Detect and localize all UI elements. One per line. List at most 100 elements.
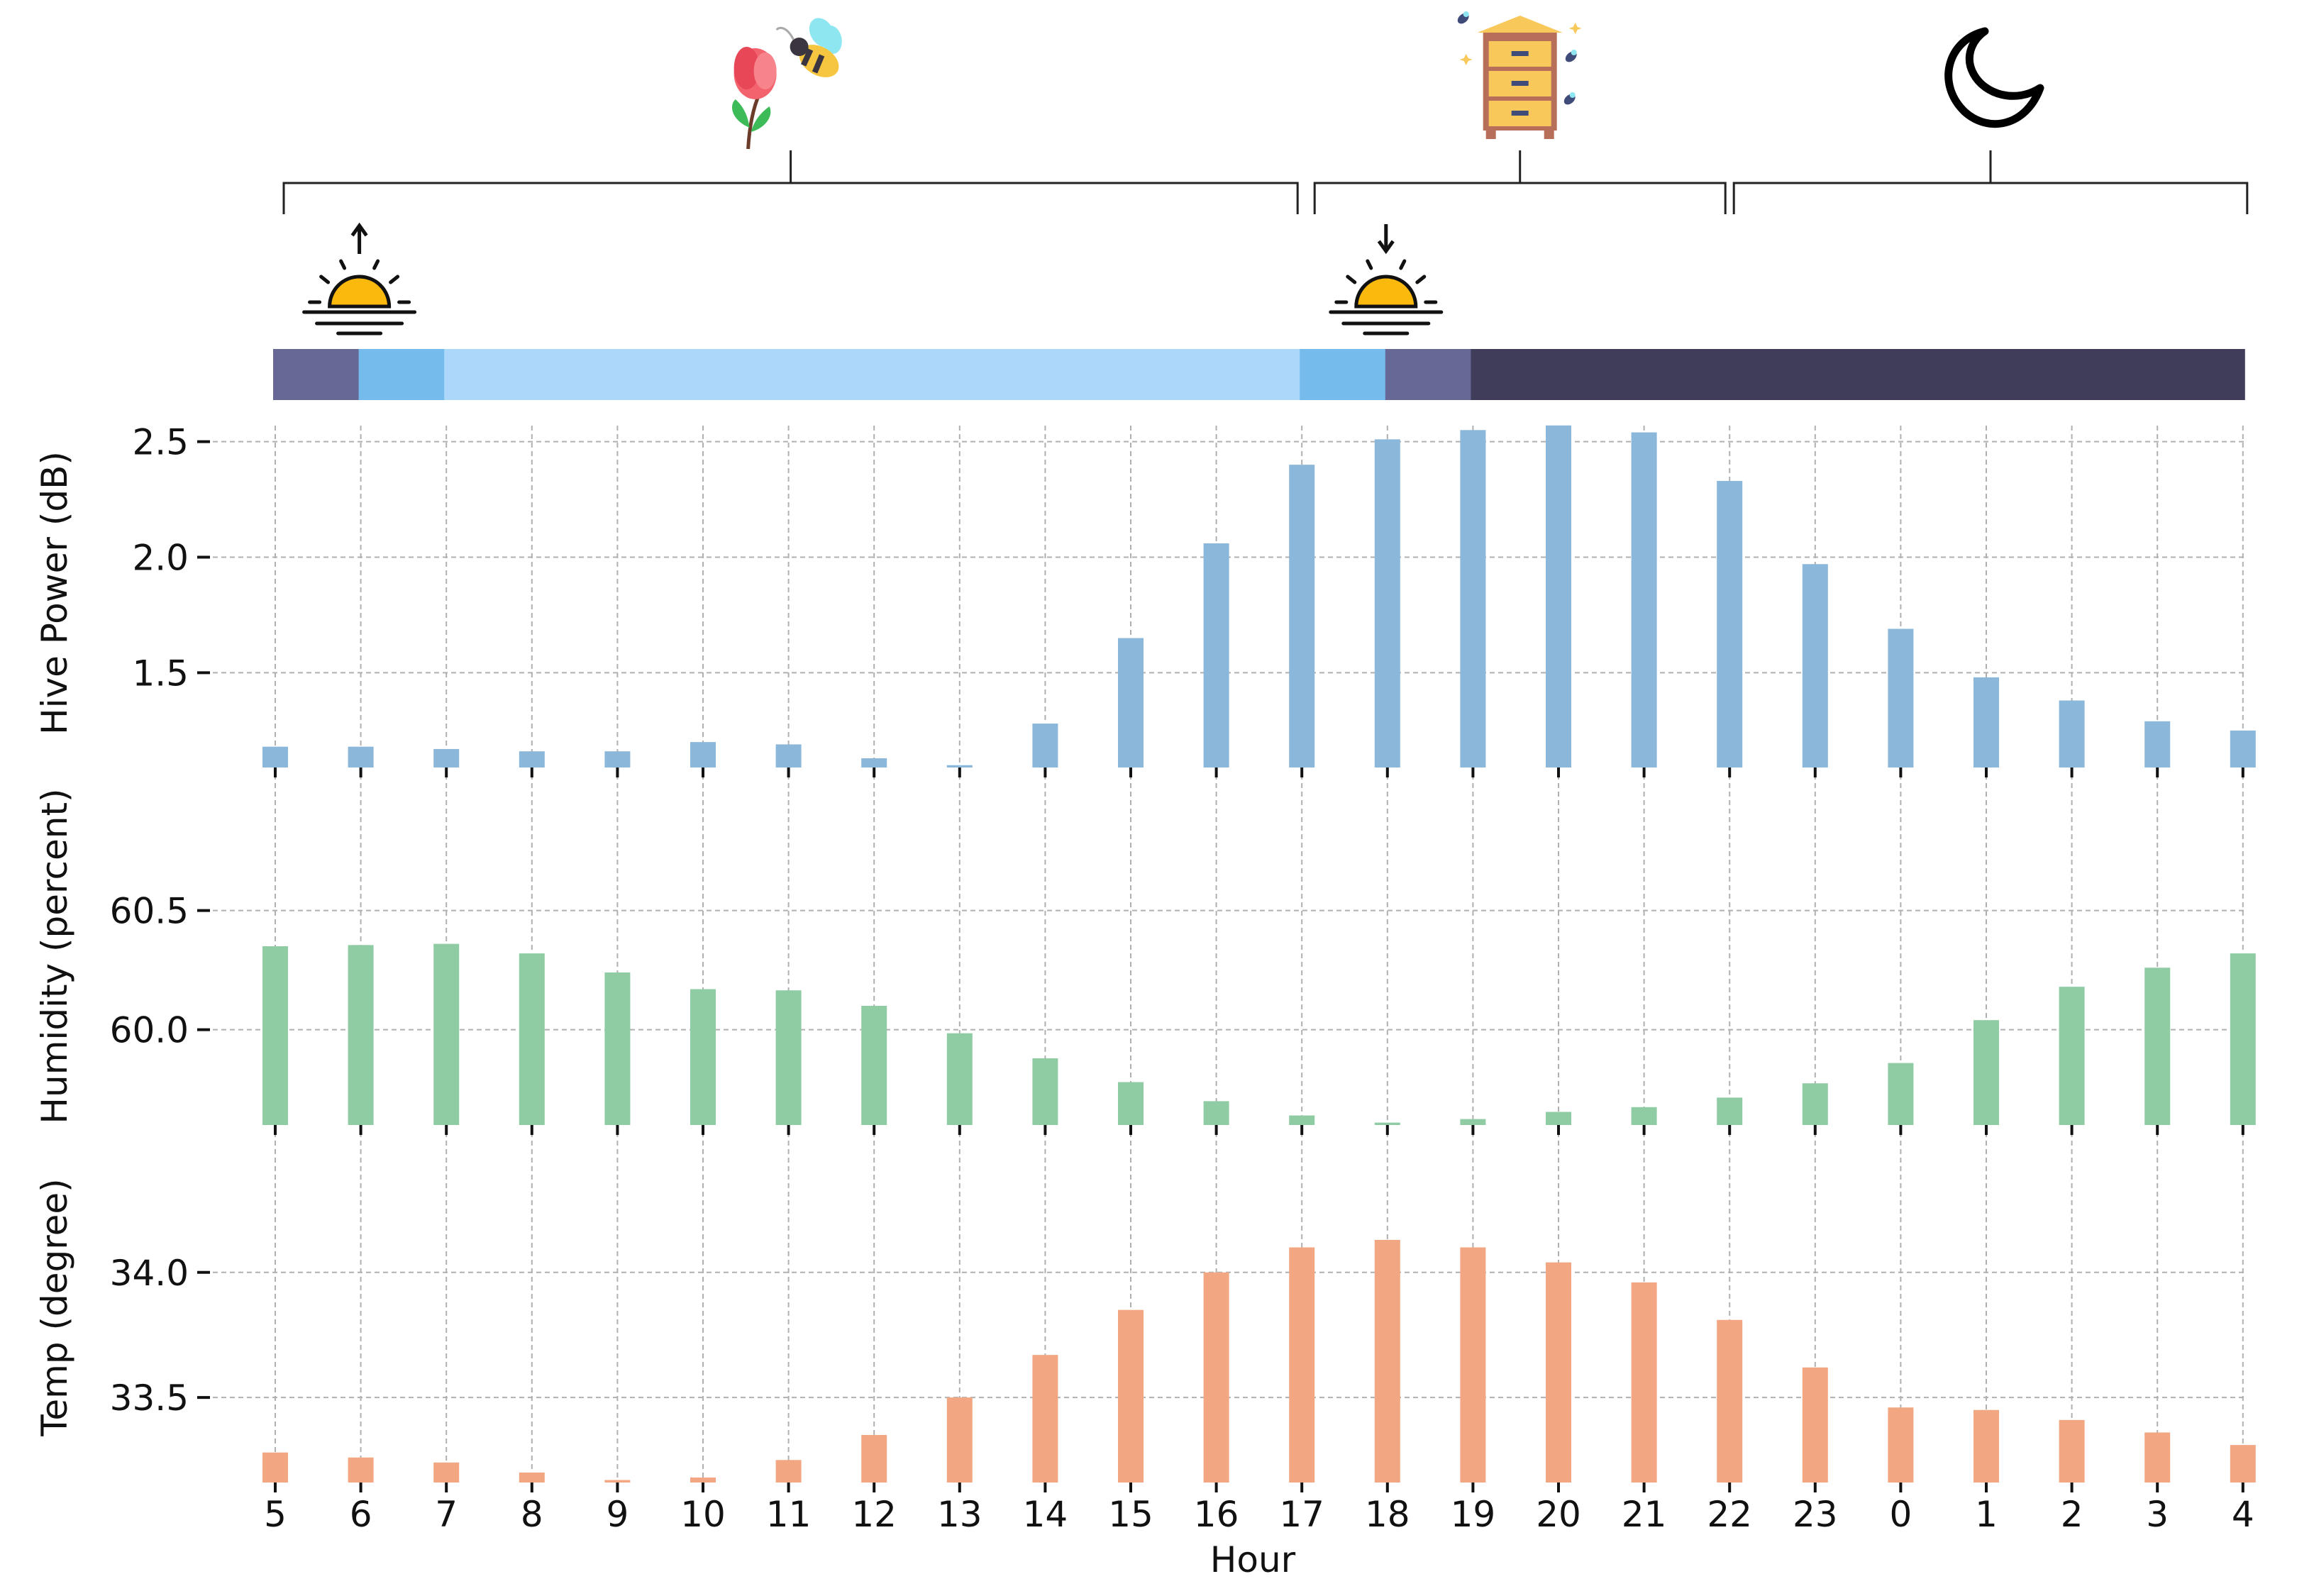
sunset-icon	[1329, 224, 1444, 336]
bar	[1546, 425, 1571, 767]
bar	[861, 758, 887, 767]
x-tick-label: 23	[1793, 1494, 1838, 1535]
x-tick-label: 5	[264, 1494, 287, 1535]
x-tick-label: 6	[350, 1494, 372, 1535]
bar	[1802, 1367, 1828, 1483]
bar	[1032, 1355, 1058, 1483]
bar	[433, 748, 460, 767]
sunrise-icon	[302, 222, 417, 336]
timeline-segment-sunrise-light	[358, 349, 449, 400]
bar	[1203, 1101, 1229, 1125]
bar	[690, 989, 716, 1125]
bar	[1717, 480, 1743, 767]
bar	[519, 751, 545, 767]
x-tick-label: 15	[1108, 1494, 1153, 1535]
bar	[946, 1033, 973, 1125]
bar	[1374, 439, 1400, 767]
x-tick-label: 4	[2232, 1494, 2254, 1535]
bar	[775, 990, 802, 1125]
activity-bracket-1	[282, 150, 1299, 214]
bar	[1203, 1272, 1229, 1483]
beehive-icon	[1457, 11, 1582, 139]
y-axis-label: Hive Power (dB)	[34, 451, 75, 735]
bar	[2144, 1432, 2171, 1483]
activity-bracket-2	[1313, 150, 1727, 214]
phase-icons	[302, 11, 2044, 336]
bar	[1118, 1309, 1144, 1483]
bar	[1118, 1082, 1144, 1125]
bar	[262, 1452, 288, 1483]
timeline-segment-twilight	[273, 349, 363, 400]
timeline-segment-night	[1471, 349, 2245, 400]
bar	[1289, 1247, 1315, 1483]
x-tick-label: 0	[1889, 1494, 1912, 1535]
bar	[2144, 721, 2171, 767]
bar	[262, 746, 288, 767]
bar	[2059, 1419, 2085, 1483]
bar	[1888, 1063, 1914, 1125]
x-tick-label: 9	[606, 1494, 629, 1535]
bar	[433, 1462, 460, 1483]
x-tick-label: 18	[1365, 1494, 1410, 1535]
bar	[946, 1397, 973, 1483]
bar	[1631, 432, 1657, 767]
bar	[1717, 1319, 1743, 1483]
bar	[1289, 465, 1315, 767]
flower-bee-icon	[731, 18, 842, 150]
x-tick-label: 10	[680, 1494, 726, 1535]
bar	[2230, 730, 2256, 767]
activity-bracket-3	[1732, 150, 2249, 214]
bar	[519, 953, 545, 1125]
x-tick-label: 16	[1194, 1494, 1239, 1535]
bar	[690, 742, 716, 767]
bar	[262, 946, 288, 1125]
bar	[1374, 1122, 1400, 1125]
x-tick-label: 21	[1622, 1494, 1667, 1535]
x-tick-label: 11	[766, 1494, 812, 1535]
bar	[2230, 1445, 2256, 1483]
panel-3: 33.5 34.0 Temp (degree)	[34, 1178, 2256, 1492]
bar	[1888, 628, 1914, 767]
bar	[1802, 564, 1828, 767]
y-axis-label: Humidity (percent)	[34, 788, 75, 1124]
bar	[1460, 1247, 1486, 1483]
y-tick-label: 1.5	[132, 653, 189, 694]
y-tick-label: 60.0	[110, 1010, 189, 1051]
bar	[2144, 968, 2171, 1125]
y-tick-label: 2.0	[132, 537, 189, 578]
panel-1: 1.5 2.0 2.5 Hive Power (dB)	[34, 422, 2256, 777]
bar	[1717, 1097, 1743, 1125]
y-tick-label: 60.5	[110, 891, 189, 932]
bar	[861, 1435, 887, 1483]
x-gridlines	[275, 426, 2244, 1483]
x-tick-label: 1	[1975, 1494, 1998, 1535]
bar	[604, 751, 631, 767]
bar	[1973, 677, 1999, 767]
bar	[1631, 1282, 1657, 1483]
bar	[2059, 700, 2085, 767]
x-axis: Hour 5 6 7 8 9 10 11 12 13 14 15 16 17 18 19 20 21 22 23 0 1…	[264, 1494, 2254, 1580]
x-tick-label: 19	[1451, 1494, 1496, 1535]
bar	[433, 943, 460, 1125]
x-tick-label: 12	[851, 1494, 897, 1535]
bar	[1546, 1112, 1571, 1125]
bar	[1289, 1115, 1315, 1125]
bar	[1032, 1058, 1058, 1125]
x-tick-label: 2	[2061, 1494, 2083, 1535]
bar	[1460, 430, 1486, 767]
x-tick-label: 22	[1707, 1494, 1752, 1535]
moon-icon	[1944, 27, 2044, 128]
bar	[2230, 953, 2256, 1125]
bar	[2059, 987, 2085, 1125]
timeline-segment-sunset-light	[1300, 349, 1390, 400]
bar	[1203, 543, 1229, 767]
bar	[1546, 1262, 1571, 1483]
bar	[1973, 1409, 1999, 1483]
timeline	[273, 349, 2245, 400]
bar	[1631, 1107, 1657, 1125]
activity-brackets	[282, 150, 2249, 214]
x-tick-label: 3	[2146, 1494, 2169, 1535]
bar	[861, 1006, 887, 1125]
bar	[519, 1472, 545, 1483]
